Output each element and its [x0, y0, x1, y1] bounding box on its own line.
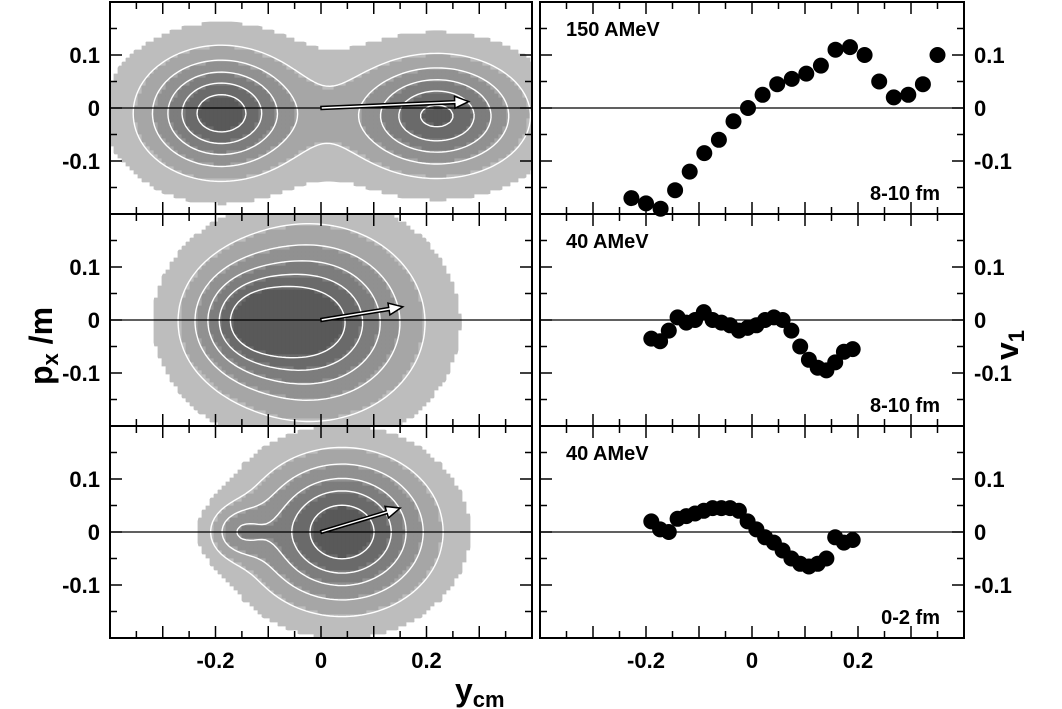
data-point: [774, 312, 791, 328]
y-tick-label: 0.1: [974, 255, 1005, 280]
x-tick-label: 0.2: [843, 648, 874, 673]
data-point: [827, 354, 844, 371]
data-point: [856, 47, 873, 63]
data-point: [842, 39, 858, 56]
scatter-panel-2: 40 AMeV 0-2 fm -0.1 0 0.1 -0.2 0 0.2: [539, 425, 1012, 673]
y-tick-label: 0.1: [974, 467, 1005, 492]
data-point: [696, 145, 713, 162]
data-point: [818, 550, 835, 567]
y-tick-label: 0: [88, 96, 100, 121]
data-point: [783, 322, 800, 339]
data-point: [827, 41, 844, 58]
x-tick-label: -0.2: [197, 648, 235, 673]
data-point: [844, 532, 861, 548]
data-point: [740, 100, 756, 116]
flow-arrow: [319, 302, 405, 323]
scatter-panel-1: 40 AMeV 8-10 fm -0.1 0 0.1: [539, 213, 1012, 427]
data-point: [754, 86, 771, 103]
y-tick-label: 0: [88, 520, 100, 545]
x-axis-title-sub: cm: [473, 687, 505, 709]
energy-label: 40 AMeV: [566, 231, 649, 253]
impact-parameter-label: 8-10 fm: [870, 395, 940, 417]
x-tick-label: 0.2: [411, 648, 442, 673]
y-tick-label: -0.1: [974, 573, 1012, 598]
y-axis-left-title-main: p: [23, 365, 59, 385]
data-point: [769, 76, 786, 93]
data-point: [652, 333, 669, 350]
data-point: [730, 502, 747, 519]
data-point: [871, 73, 888, 90]
data-point: [783, 70, 800, 87]
y-tick-label: -0.1: [62, 573, 100, 598]
data-point: [660, 322, 677, 339]
contour-panel-0: -0.1 0 0.1: [62, 1, 533, 215]
y-tick-label: 0.1: [69, 43, 100, 68]
data-point: [667, 182, 684, 199]
data-point: [660, 524, 677, 540]
data-point: [914, 76, 931, 93]
y-axis-left-title: px /m: [23, 307, 63, 385]
flow-arrow: [319, 505, 402, 535]
data-point: [900, 86, 917, 103]
x-axis-title-main: y: [455, 672, 473, 708]
y-tick-label: 0: [974, 520, 986, 545]
contour-panel-2: -0.1 0 0.1 -0.2 0 0.2: [62, 425, 533, 673]
y-tick-label: -0.1: [974, 361, 1012, 386]
x-tick-label: 0: [746, 648, 758, 673]
y-tick-label: -0.1: [62, 361, 100, 386]
data-point: [844, 341, 861, 358]
data-point: [710, 131, 727, 148]
x-tick-label: 0: [315, 648, 327, 673]
y-axis-right-title: v1: [989, 330, 1029, 360]
data-point: [929, 47, 946, 63]
y-axis-left-title-sub: x: [38, 352, 63, 365]
data-point: [623, 190, 640, 207]
energy-label: 40 AMeV: [566, 443, 649, 465]
impact-parameter-label: 8-10 fm: [870, 183, 940, 205]
data-point: [792, 338, 809, 355]
data-point: [681, 163, 698, 180]
y-tick-label: 0: [974, 308, 986, 333]
y-tick-label: 0: [974, 96, 986, 121]
y-tick-label: -0.1: [974, 149, 1012, 174]
y-tick-label: -0.1: [62, 149, 100, 174]
x-axis-title: ycm: [455, 672, 505, 709]
y-axis-right-title-sub: 1: [1004, 330, 1029, 342]
y-tick-label: 0.1: [69, 255, 100, 280]
data-point: [798, 65, 815, 82]
x-tick-label: -0.2: [627, 648, 665, 673]
impact-parameter-label: 0-2 fm: [881, 607, 940, 629]
data-point: [725, 113, 742, 130]
y-axis-left-title-rest: /m: [23, 307, 59, 353]
data-point: [885, 89, 902, 106]
contour-panel-1: -0.1 0 0.1: [62, 213, 533, 427]
energy-label: 150 AMeV: [566, 19, 660, 41]
y-axis-right-title-main: v: [989, 342, 1025, 360]
y-tick-label: 0: [88, 308, 100, 333]
data-point: [652, 200, 669, 217]
scatter-panel-0: 150 AMeV 8-10 fm -0.1 0 0.1: [539, 1, 1012, 217]
y-tick-label: 0.1: [69, 467, 100, 492]
y-tick-label: 0.1: [974, 43, 1005, 68]
flow-arrow: [320, 95, 471, 111]
data-point: [812, 57, 829, 74]
